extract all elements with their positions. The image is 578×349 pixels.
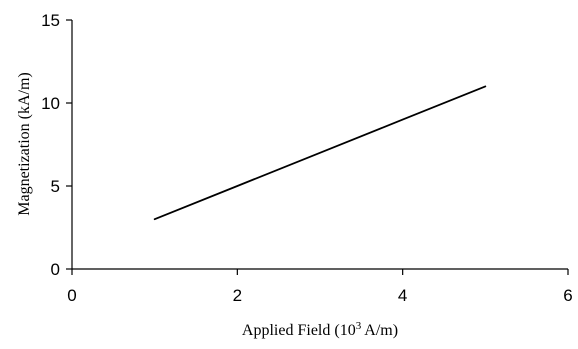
series-layer	[153, 85, 487, 221]
y-tick-label: 10	[41, 94, 60, 113]
x-ticks: 0 2 4 6	[67, 269, 573, 305]
y-ticks: 0 5 10 15	[41, 11, 72, 279]
x-axis-title-superscript: 3	[356, 320, 362, 332]
axes	[71, 20, 568, 270]
x-axis-title-suffix: A/m)	[361, 322, 398, 339]
x-tick-label: 2	[233, 286, 242, 305]
x-tick-label: 0	[67, 286, 76, 305]
y-tick-label: 15	[41, 11, 60, 30]
x-axis-title-prefix: Applied Field (10	[242, 322, 356, 339]
x-axis-title: Applied Field (103 A/m)	[242, 320, 398, 339]
x-tick-label: 4	[398, 286, 407, 305]
x-tick-label: 6	[563, 286, 572, 305]
y-tick-label: 0	[51, 260, 60, 279]
series-line	[153, 85, 487, 221]
y-tick-label: 5	[51, 177, 60, 196]
y-axis-title: Magnetization (kA/m)	[16, 72, 33, 216]
